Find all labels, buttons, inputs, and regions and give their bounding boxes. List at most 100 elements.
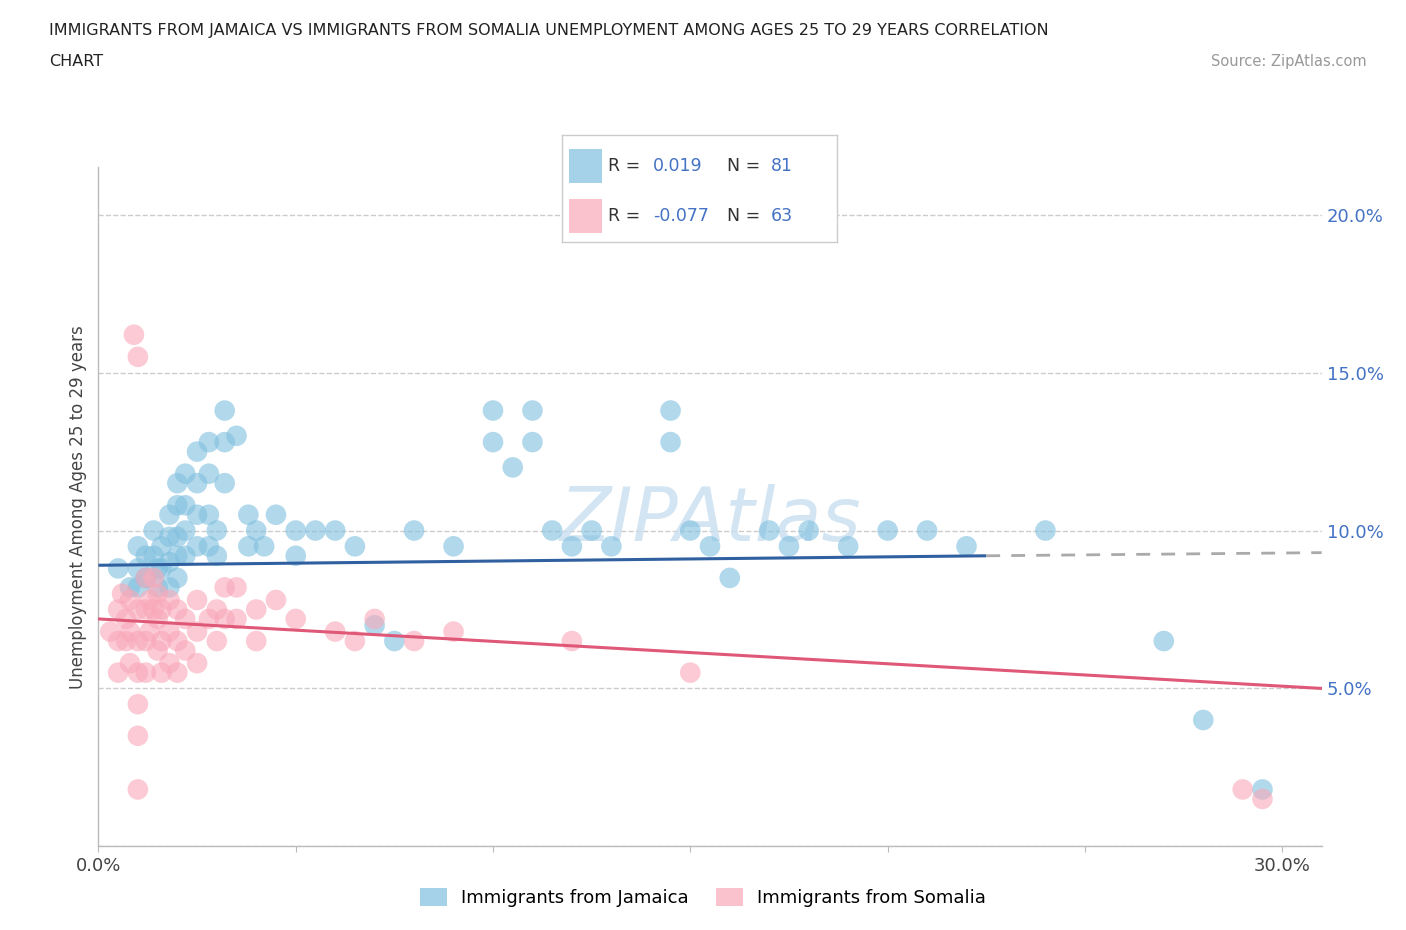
Point (146, 580, 169, 595)
Point (142, 523, 165, 538)
Point (225, 429, 247, 444)
Point (166, 665, 188, 680)
Point (1251, 791, 1274, 806)
Point (482, 403, 505, 418)
Point (245, 633, 267, 648)
Point (111, 586, 134, 601)
Point (107, 665, 129, 680)
Point (198, 612, 221, 627)
Point (304, 523, 326, 538)
Point (146, 643, 169, 658)
Point (679, 665, 702, 680)
Point (186, 656, 208, 671)
Point (205, 523, 228, 538)
Text: 0.019: 0.019 (652, 157, 703, 175)
Point (1232, 782, 1254, 797)
Point (166, 633, 188, 648)
Point (699, 538, 721, 553)
Point (127, 782, 149, 797)
Point (955, 538, 977, 553)
Point (159, 656, 181, 671)
Text: IMMIGRANTS FROM JAMAICA VS IMMIGRANTS FROM SOMALIA UNEMPLOYMENT AMONG AGES 25 TO: IMMIGRANTS FROM JAMAICA VS IMMIGRANTS FR… (49, 23, 1049, 38)
Point (166, 529, 188, 544)
Point (127, 665, 149, 680)
Point (118, 580, 141, 595)
Point (174, 549, 197, 564)
Point (238, 507, 260, 522)
Point (166, 570, 188, 585)
Point (343, 633, 366, 648)
Point (135, 570, 157, 585)
Point (174, 498, 197, 512)
Point (150, 633, 173, 648)
Point (214, 476, 236, 491)
Text: -0.077: -0.077 (652, 207, 709, 225)
Point (225, 612, 247, 627)
Point (159, 507, 181, 522)
Point (186, 538, 208, 553)
Text: R =: R = (607, 157, 640, 175)
Point (482, 434, 505, 449)
Point (1153, 633, 1175, 648)
Point (1192, 712, 1215, 727)
Point (150, 561, 173, 576)
Point (837, 538, 859, 553)
Point (718, 570, 741, 585)
Point (915, 523, 938, 538)
Point (876, 523, 898, 538)
Point (150, 602, 173, 617)
Point (142, 570, 165, 585)
Point (443, 624, 465, 639)
Point (205, 633, 228, 648)
Point (186, 445, 208, 459)
Point (127, 350, 149, 365)
Point (174, 612, 197, 627)
Text: 81: 81 (770, 157, 793, 175)
Point (146, 586, 169, 601)
Legend: Immigrants from Jamaica, Immigrants from Somalia: Immigrants from Jamaica, Immigrants from… (411, 879, 995, 916)
Point (166, 476, 188, 491)
Point (135, 549, 157, 564)
Point (404, 633, 426, 648)
Point (127, 697, 149, 711)
Point (245, 523, 267, 538)
Y-axis label: Unemployment Among Ages 25 to 29 years: Unemployment Among Ages 25 to 29 years (69, 325, 87, 689)
Point (122, 327, 145, 342)
Point (166, 549, 188, 564)
Point (659, 434, 682, 449)
Point (1035, 523, 1057, 538)
Point (561, 633, 583, 648)
Point (502, 460, 524, 475)
Point (323, 624, 346, 639)
Text: ZIPAtlas: ZIPAtlas (560, 485, 860, 556)
Point (214, 434, 236, 449)
Point (150, 665, 173, 680)
Point (135, 633, 157, 648)
Bar (569, 199, 602, 233)
Point (127, 728, 149, 743)
Point (323, 523, 346, 538)
Point (98, 624, 121, 639)
Point (522, 403, 544, 418)
Point (146, 612, 169, 627)
Point (778, 538, 800, 553)
Point (284, 549, 307, 564)
Point (198, 538, 221, 553)
Point (238, 538, 260, 553)
Point (561, 538, 583, 553)
Point (127, 633, 149, 648)
Point (174, 643, 197, 658)
Point (284, 612, 307, 627)
Point (198, 434, 221, 449)
Point (174, 466, 197, 481)
Point (640, 223, 662, 238)
Text: Source: ZipAtlas.com: Source: ZipAtlas.com (1211, 54, 1367, 69)
Point (118, 656, 141, 671)
Point (146, 561, 169, 576)
Point (159, 529, 181, 544)
Point (186, 476, 208, 491)
Point (225, 580, 247, 595)
Point (205, 602, 228, 617)
Point (343, 538, 366, 553)
Point (214, 612, 236, 627)
